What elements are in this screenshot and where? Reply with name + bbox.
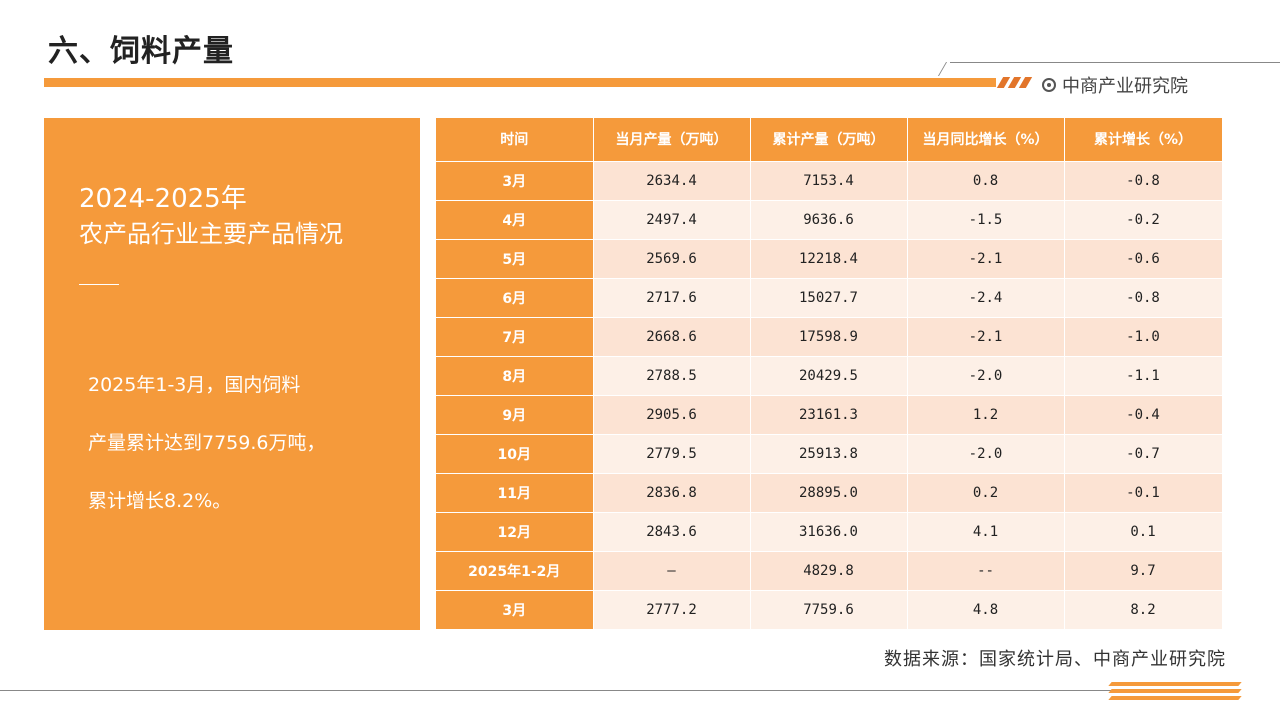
table-cell: 0.8	[907, 160, 1065, 200]
footer-line	[0, 690, 1240, 691]
table-cell: -2.4	[907, 277, 1065, 317]
summary-line: 产量累计达到7759.6万吨，	[88, 432, 326, 454]
table-cell: 20429.5	[750, 355, 908, 395]
panel-heading: 农产品行业主要产品情况	[79, 220, 343, 248]
column-header-cumulative-growth: 累计增长（%）	[1064, 118, 1223, 161]
table-cell: 7759.6	[750, 589, 908, 629]
summary-panel: 2024-2025年 农产品行业主要产品情况 2025年1-3月，国内饲料 产量…	[44, 118, 420, 630]
table-cell: 23161.3	[750, 394, 908, 434]
table-cell: -0.2	[1064, 199, 1223, 239]
table-cell: 2668.6	[593, 316, 751, 356]
header-divider-diag	[937, 62, 948, 76]
table-cell: 12218.4	[750, 238, 908, 278]
table-cell: 15027.7	[750, 277, 908, 317]
column-header-time: 时间	[436, 118, 594, 161]
table-row: 5月 2569.6 12218.4 -2.1 -0.6	[436, 238, 1223, 278]
table-cell: 0.1	[1064, 511, 1223, 551]
column-header-cumulative-output: 累计产量（万吨）	[750, 118, 908, 161]
summary-line: 2025年1-3月，国内饲料	[88, 374, 301, 396]
table-cell: 2788.5	[593, 355, 751, 395]
panel-summary-text: 2025年1-3月，国内饲料 产量累计达到7759.6万吨， 累计增长8.2%。	[88, 356, 388, 530]
row-period-cell: 7月	[436, 316, 594, 356]
brand-circle-icon	[1042, 78, 1056, 92]
table-cell: 2569.6	[593, 238, 751, 278]
table-cell: 25913.8	[750, 433, 908, 473]
row-period-cell: 3月	[436, 589, 594, 629]
table-cell: 4829.8	[750, 550, 908, 590]
data-source: 数据来源：国家统计局、中商产业研究院	[884, 649, 1226, 670]
table-cell: 4.1	[907, 511, 1065, 551]
table-cell: -0.4	[1064, 394, 1223, 434]
table-cell: -0.1	[1064, 472, 1223, 512]
row-period-cell: 2025年1-2月	[436, 550, 594, 590]
column-header-monthly-output: 当月产量（万吨）	[593, 118, 751, 161]
panel-divider	[79, 284, 119, 285]
brand-logo: 中商产业研究院	[1042, 72, 1188, 98]
table-cell: 31636.0	[750, 511, 908, 551]
table-cell: -0.8	[1064, 277, 1223, 317]
table-cell: 2634.4	[593, 160, 751, 200]
table-row: 10月 2779.5 25913.8 -2.0 -0.7	[436, 433, 1223, 473]
table-cell: -0.6	[1064, 238, 1223, 278]
table-cell: 2777.2	[593, 589, 751, 629]
footer-stripe-decoration	[1108, 680, 1242, 700]
table-row: 11月 2836.8 28895.0 0.2 -0.1	[436, 472, 1223, 512]
table-cell: 4.8	[907, 589, 1065, 629]
table-cell: 28895.0	[750, 472, 908, 512]
table-cell: 7153.4	[750, 160, 908, 200]
table-cell: -0.8	[1064, 160, 1223, 200]
table-cell: 2497.4	[593, 199, 751, 239]
row-period-cell: 12月	[436, 511, 594, 551]
table-row: 8月 2788.5 20429.5 -2.0 -1.1	[436, 355, 1223, 395]
brand-name: 中商产业研究院	[1062, 76, 1188, 97]
table-row: 7月 2668.6 17598.9 -2.1 -1.0	[436, 316, 1223, 356]
summary-line: 累计增长8.2%。	[88, 490, 232, 512]
table-cell: 17598.9	[750, 316, 908, 356]
header-divider-line	[950, 62, 1280, 63]
table-cell: --	[907, 550, 1065, 590]
row-period-cell: 6月	[436, 277, 594, 317]
row-period-cell: 5月	[436, 238, 594, 278]
row-period-cell: 11月	[436, 472, 594, 512]
page-title: 六、饲料产量	[48, 34, 234, 69]
table-cell: -1.5	[907, 199, 1065, 239]
panel-year: 2024-2025年	[79, 184, 247, 214]
table-row: 6月 2717.6 15027.7 -2.4 -0.8	[436, 277, 1223, 317]
table-cell: -2.1	[907, 238, 1065, 278]
table-cell: -1.1	[1064, 355, 1223, 395]
table-cell: -2.0	[907, 355, 1065, 395]
table-row: 2025年1-2月 —4829.8 -- 9.7	[436, 550, 1223, 590]
row-period-cell: 10月	[436, 433, 594, 473]
feed-production-table: 时间 当月产量（万吨） 累计产量（万吨） 当月同比增长（%） 累计增长（%） 3…	[436, 118, 1223, 629]
table-row: 3月 2777.2 7759.6 4.8 8.2	[436, 589, 1223, 629]
table-cell: -2.0	[907, 433, 1065, 473]
table-cell: 9.7	[1064, 550, 1223, 590]
table-cell: 2843.6	[593, 511, 751, 551]
row-period-cell: 8月	[436, 355, 594, 395]
table-cell: 1.2	[907, 394, 1065, 434]
table-cell: 2717.6	[593, 277, 751, 317]
title-slash-decoration	[996, 77, 1033, 88]
table-cell: 9636.6	[750, 199, 908, 239]
row-period-cell: 4月	[436, 199, 594, 239]
table-cell: 0.2	[907, 472, 1065, 512]
row-period-cell: 9月	[436, 394, 594, 434]
table-row: 9月 2905.6 23161.3 1.2 -0.4	[436, 394, 1223, 434]
table-cell: 2905.6	[593, 394, 751, 434]
row-period-cell: 3月	[436, 160, 594, 200]
table-cell: -1.0	[1064, 316, 1223, 356]
title-underline-bar	[44, 78, 996, 87]
table-cell: -0.7	[1064, 433, 1223, 473]
table-cell: 2779.5	[593, 433, 751, 473]
table-cell: -2.1	[907, 316, 1065, 356]
table-row: 3月 2634.4 7153.4 0.8 -0.8	[436, 160, 1223, 200]
column-header-monthly-yoy: 当月同比增长（%）	[907, 118, 1065, 161]
table-header-row: 时间 当月产量（万吨） 累计产量（万吨） 当月同比增长（%） 累计增长（%）	[436, 118, 1223, 161]
table-row: 4月 2497.4 9636.6 -1.5 -0.2	[436, 199, 1223, 239]
table-cell: 2836.8	[593, 472, 751, 512]
table-row: 12月 2843.6 31636.0 4.1 0.1	[436, 511, 1223, 551]
table-cell: —	[593, 550, 751, 590]
table-cell: 8.2	[1064, 589, 1223, 629]
